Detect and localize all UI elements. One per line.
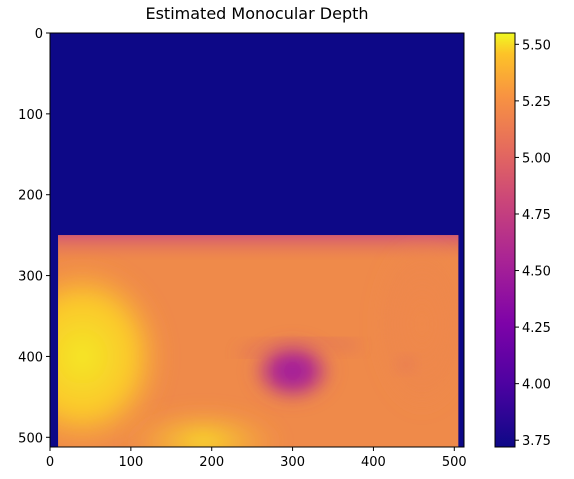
- x-tick-label: 300: [280, 455, 305, 470]
- colorbar-tick-label: 5.00: [522, 151, 551, 166]
- chart-title: Estimated Monocular Depth: [145, 4, 368, 23]
- x-tick-label: 100: [118, 455, 143, 470]
- plot-area: [49, 32, 465, 448]
- colorbar: 3.75 4.00 4.25 4.50 4.75 5.00 5.25 5.50: [494, 32, 551, 449]
- depth-region-shading: [58, 235, 459, 447]
- y-tick-label: 300: [18, 270, 43, 285]
- colorbar-tick-label: 3.75: [522, 434, 551, 449]
- y-tick-label: 400: [18, 350, 43, 365]
- colorbar-tick-label: 4.50: [522, 265, 551, 280]
- x-tick-label: 0: [46, 455, 54, 470]
- region-lower-left-bright-area: [58, 261, 168, 447]
- x-tick-label: 200: [199, 455, 224, 470]
- y-tick-label: 500: [18, 431, 43, 446]
- colorbar-tick-label: 5.25: [522, 95, 551, 110]
- region-dark-blob: [250, 338, 335, 403]
- x-tick-label: 500: [442, 455, 467, 470]
- colorbar-tick-label: 5.50: [522, 38, 551, 53]
- colorbar-tick-label: 4.25: [522, 321, 551, 336]
- region-bottom-center-bright-area: [123, 406, 284, 447]
- plot-frame: [49, 32, 465, 448]
- y-axis: 0 100 200 300 400 500: [18, 27, 50, 446]
- y-tick-label: 200: [18, 189, 43, 204]
- x-axis: 0 100 200 300 400 500: [46, 447, 467, 470]
- y-tick-label: 0: [35, 27, 43, 42]
- x-tick-label: 400: [361, 455, 386, 470]
- colorbar-tick-label: 4.75: [522, 208, 551, 223]
- colorbar-tick-label: 4.00: [522, 378, 551, 393]
- region-right-side: [371, 235, 459, 415]
- y-tick-label: 100: [18, 108, 43, 123]
- region-small-spot: [395, 356, 416, 373]
- colorbar-gradient: [495, 33, 515, 447]
- blob-halo: [238, 338, 358, 358]
- colorbar-frame: [494, 32, 516, 448]
- depth-image: [58, 235, 459, 447]
